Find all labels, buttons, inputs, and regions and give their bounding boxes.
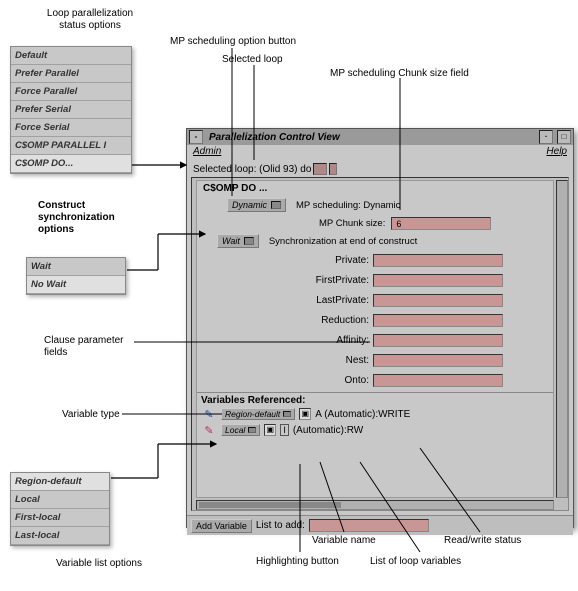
selected-loop-label: Selected loop: (Olid 93) do — [193, 164, 311, 175]
menubar: Admin Help — [187, 145, 573, 161]
annot-mp-sched-btn: MP scheduling option button — [170, 36, 296, 48]
list-item[interactable]: Wait — [27, 258, 125, 276]
clause-field[interactable] — [373, 294, 503, 307]
list-item[interactable]: Prefer Serial — [11, 101, 131, 119]
var-type-label: Region-default — [225, 409, 280, 419]
annot-rw-status: Read/write status — [444, 535, 521, 547]
list-item[interactable]: No Wait — [27, 276, 125, 294]
list-item[interactable]: Last-local — [11, 527, 109, 545]
varlist-panel: Region-default Local First-local Last-lo… — [10, 472, 110, 546]
list-item[interactable]: Force Parallel — [11, 83, 131, 101]
sync-button-label: Wait — [222, 236, 240, 246]
annot-selected-loop: Selected loop — [222, 54, 283, 66]
annot-clause-param: Clause parameter fields — [44, 335, 123, 359]
main-loop-label: C$OMP DO ... — [197, 181, 553, 196]
brush-icon: ✎ — [201, 408, 217, 421]
clause-label: Nest: — [307, 355, 369, 366]
annot-var-name: Variable name — [312, 535, 376, 547]
titlebar: - Parallelization Control View · □ — [187, 129, 573, 145]
clause-label: LastPrivate: — [307, 295, 369, 306]
var-type-button[interactable]: Local — [221, 424, 260, 436]
clause-label: Private: — [307, 255, 369, 266]
annot-loop-status: Loop parallelization status options — [35, 8, 145, 32]
sync-button[interactable]: Wait — [217, 234, 259, 248]
list-item[interactable]: Local — [11, 491, 109, 509]
selected-loop-row: Selected loop: (Olid 93) do — [187, 161, 573, 177]
annot-var-list-opts: Variable list options — [56, 558, 142, 570]
vars-section: Variables Referenced: ✎ Region-default ▣… — [197, 392, 553, 440]
clause-field[interactable] — [373, 314, 503, 327]
clause-nest: Nest: — [197, 350, 553, 370]
list-item[interactable]: C$OMP PARALLEL I — [11, 137, 131, 155]
dropdown-icon — [283, 411, 291, 417]
bottom-bar: Add Variable List to add: — [187, 515, 573, 535]
parallelization-window: - Parallelization Control View · □ Admin… — [186, 128, 574, 528]
window-title: Parallelization Control View — [205, 132, 537, 143]
var-text: A (Automatic):WRITE — [315, 409, 410, 420]
clause-onto: Onto: — [197, 370, 553, 390]
clause-label: FirstPrivate: — [307, 275, 369, 286]
clause-field[interactable] — [373, 274, 503, 287]
list-item[interactable]: First-local — [11, 509, 109, 527]
loop-status-panel: Default Prefer Parallel Force Parallel P… — [10, 46, 132, 174]
list-to-add-field[interactable] — [309, 519, 429, 532]
vars-title: Variables Referenced: — [201, 395, 549, 406]
scrollbar-horizontal[interactable] — [196, 500, 554, 510]
highlight-button[interactable]: ▣ — [299, 408, 311, 420]
dropdown-icon — [271, 201, 281, 209]
clause-label: Affinity: — [307, 335, 369, 346]
mp-sched-button[interactable]: Dynamic — [227, 198, 286, 212]
sync-text: Synchronization at end of construct — [269, 236, 417, 247]
clause-label: Onto: — [307, 375, 369, 386]
annot-construct-sync: Construct synchronization options — [38, 200, 115, 236]
list-item[interactable]: Force Serial — [11, 119, 131, 137]
scroll-thumb[interactable] — [199, 502, 341, 508]
clause-firstprivate: FirstPrivate: — [197, 270, 553, 290]
list-item-selected[interactable]: C$OMP DO... — [11, 155, 131, 173]
clause-field[interactable] — [373, 354, 503, 367]
clause-lastprivate: LastPrivate: — [197, 290, 553, 310]
window-menu-icon[interactable]: - — [189, 130, 203, 144]
var-row-2: ✎ Local ▣ I (Automatic):RW — [201, 422, 549, 438]
selected-loop-box2 — [329, 163, 337, 175]
annot-list-loop-vars: List of loop variables — [370, 556, 461, 568]
menu-help[interactable]: Help — [546, 146, 567, 160]
clause-field[interactable] — [373, 374, 503, 387]
list-item[interactable]: Region-default — [11, 473, 109, 491]
dropdown-icon — [244, 237, 254, 245]
clause-reduction: Reduction: — [197, 310, 553, 330]
window-max-icon[interactable]: □ — [557, 130, 571, 144]
body-frame: C$OMP DO ... Dynamic MP scheduling: Dyna… — [191, 177, 569, 511]
clause-field[interactable] — [373, 334, 503, 347]
var-row-1: ✎ Region-default ▣ A (Automatic):WRITE — [201, 406, 549, 422]
mp-sched-button-label: Dynamic — [232, 200, 267, 210]
clause-affinity: Affinity: — [197, 330, 553, 350]
var-text: (Automatic):RW — [293, 425, 363, 436]
selected-loop-box — [313, 163, 327, 175]
list-to-add-label: List to add: — [256, 520, 305, 531]
annot-hiliting: Highlighting button — [256, 556, 339, 568]
add-variable-button[interactable]: Add Variable — [191, 519, 252, 533]
var-type-label: Local — [225, 425, 245, 435]
menu-admin[interactable]: Admin — [193, 146, 221, 160]
list-item[interactable]: Default — [11, 47, 131, 65]
clause-private: Private: — [197, 250, 553, 270]
mp-sched-text: MP scheduling: Dynamic — [296, 200, 400, 211]
var-type-button[interactable]: Region-default — [221, 408, 295, 420]
annot-mp-chunk: MP scheduling Chunk size field — [330, 68, 469, 80]
highlight-button[interactable]: ▣ — [264, 424, 276, 436]
mp-chunk-field[interactable]: 6 — [391, 217, 491, 230]
sync-panel: Wait No Wait — [26, 257, 126, 295]
dropdown-icon — [248, 427, 256, 433]
list-item[interactable]: Prefer Parallel — [11, 65, 131, 83]
brush-icon: ✎ — [201, 424, 217, 437]
var-nameframe: I — [280, 424, 289, 436]
clause-label: Reduction: — [307, 315, 369, 326]
annot-var-type: Variable type — [62, 409, 120, 421]
mp-chunk-label: MP Chunk size: — [319, 218, 385, 229]
inner-frame: C$OMP DO ... Dynamic MP scheduling: Dyna… — [196, 180, 554, 498]
scrollbar-vertical[interactable] — [556, 180, 568, 498]
window-min-icon[interactable]: · — [539, 130, 553, 144]
clause-field[interactable] — [373, 254, 503, 267]
